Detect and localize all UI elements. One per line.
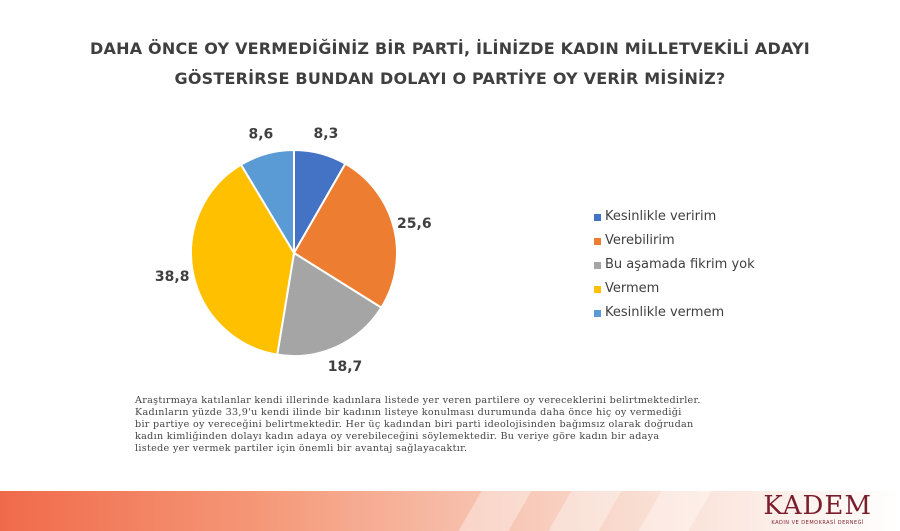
slice-kesinlikle-vermem xyxy=(239,148,295,257)
note-line: Araştırmaya katılanlar kendi illerinde k… xyxy=(135,395,701,406)
footer-stripe xyxy=(638,491,712,531)
slice-vermem xyxy=(190,163,296,356)
footer-stripe xyxy=(458,491,532,531)
legend-label: Verebilirim xyxy=(605,233,675,248)
legend-swatch xyxy=(594,238,601,245)
legend-swatch xyxy=(594,310,601,317)
title-line-2: GÖSTERİRSE BUNDAN DOLAYI O PARTİYE OY VE… xyxy=(174,69,726,88)
footer-band xyxy=(0,491,900,531)
legend-swatch xyxy=(594,286,601,293)
kadem-logo: KADEM KADIN VE DEMOKRASİ DERNEĞİ xyxy=(763,492,872,526)
legend-swatch xyxy=(594,214,601,221)
footer-stripe xyxy=(548,491,622,531)
legend-item-fikrim-yok: Bu aşamada fikrim yok xyxy=(594,254,755,278)
data-label: 8,3 xyxy=(314,126,339,142)
data-label: 25,6 xyxy=(397,216,432,232)
slice-verebilirim xyxy=(292,162,398,310)
legend-item-kesinlikle-veririm: Kesinlikle veririm xyxy=(594,206,755,230)
data-label: 38,8 xyxy=(155,269,190,285)
data-label: 18,7 xyxy=(328,359,363,375)
legend-label: Kesinlikle veririm xyxy=(605,209,717,224)
slice-fikrim-yok xyxy=(276,251,383,357)
legend-item-verebilirim: Verebilirim xyxy=(594,230,755,254)
legend-label: Bu aşamada fikrim yok xyxy=(605,257,755,272)
legend-swatch xyxy=(594,262,601,269)
legend: Kesinlikle veririm Verebilirim Bu aşamad… xyxy=(594,206,755,326)
title-line-1: DAHA ÖNCE OY VERMEDİĞİNİZ BİR PARTİ, İLİ… xyxy=(90,39,810,58)
logo-wordmark: KADEM xyxy=(763,491,872,521)
note-line: Kadınların yüzde 33,9'u kendi ilinde bir… xyxy=(135,407,682,418)
legend-item-vermem: Vermem xyxy=(594,278,755,302)
legend-label: Vermem xyxy=(605,281,660,296)
explanatory-note: Araştırmaya katılanlar kendi illerinde k… xyxy=(135,395,785,455)
logo-subtitle: KADIN VE DEMOKRASİ DERNEĞİ xyxy=(771,520,865,526)
note-line: listede yer vermek partiler için önemli … xyxy=(135,443,468,454)
data-label: 8,6 xyxy=(248,126,273,142)
legend-item-kesinlikle-vermem: Kesinlikle vermem xyxy=(594,302,755,326)
note-line: kadın kimliğinden dolayı kadın adaya oy … xyxy=(135,431,660,442)
note-line: bir partiye oy vereceğini belirtmektedir… xyxy=(135,419,694,430)
chart-title: DAHA ÖNCE OY VERMEDİĞİNİZ BİR PARTİ, İLİ… xyxy=(0,34,900,94)
legend-label: Kesinlikle vermem xyxy=(605,305,725,320)
